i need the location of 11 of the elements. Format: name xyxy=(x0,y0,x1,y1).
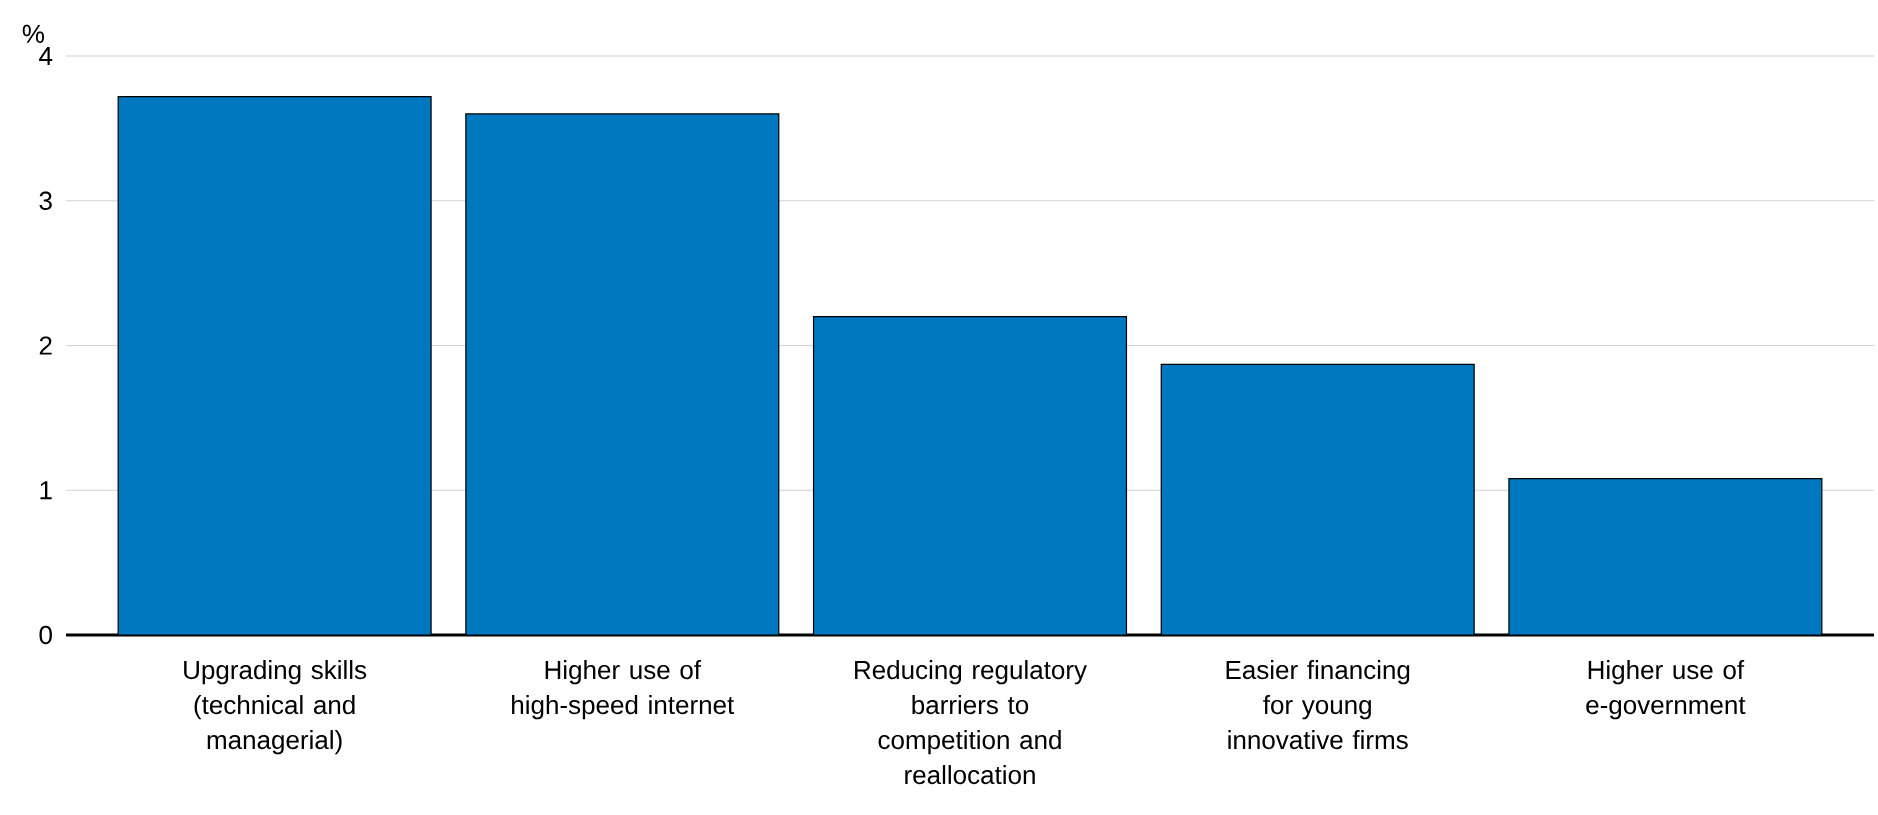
y-tick-label: 1 xyxy=(40,481,52,500)
x-tick-label: Higher use of e-government xyxy=(1586,660,1746,720)
y-tick-label: 4 xyxy=(39,47,53,65)
x-tick-label: Easier financing for young innovative firms xyxy=(1226,660,1410,750)
x-tick-label: Reducing regulatory barriers to competition and reallocation xyxy=(855,660,1087,785)
y-tick-label: 2 xyxy=(39,336,52,355)
x-tick-label: Upgrading skills (technical and managerial) xyxy=(184,660,367,755)
x-tick-label: Higher use of high-speed internet xyxy=(512,660,735,720)
y-tick-label: 0 xyxy=(39,625,52,645)
y-tick-label: 3 xyxy=(39,191,52,210)
y-axis-title: % xyxy=(22,24,45,43)
